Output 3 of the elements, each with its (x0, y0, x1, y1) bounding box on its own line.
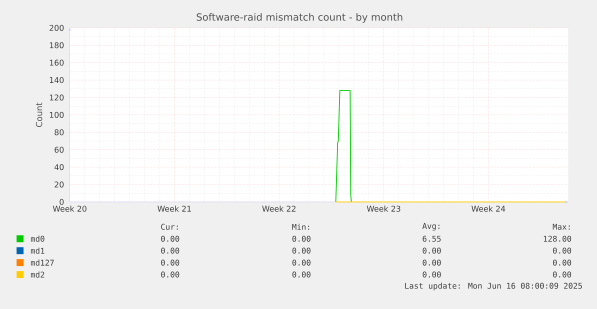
line-series (335, 90, 352, 202)
chart-title: Software-raid mismatch count - by month (196, 12, 402, 23)
y-axis-title: Count (36, 102, 42, 127)
